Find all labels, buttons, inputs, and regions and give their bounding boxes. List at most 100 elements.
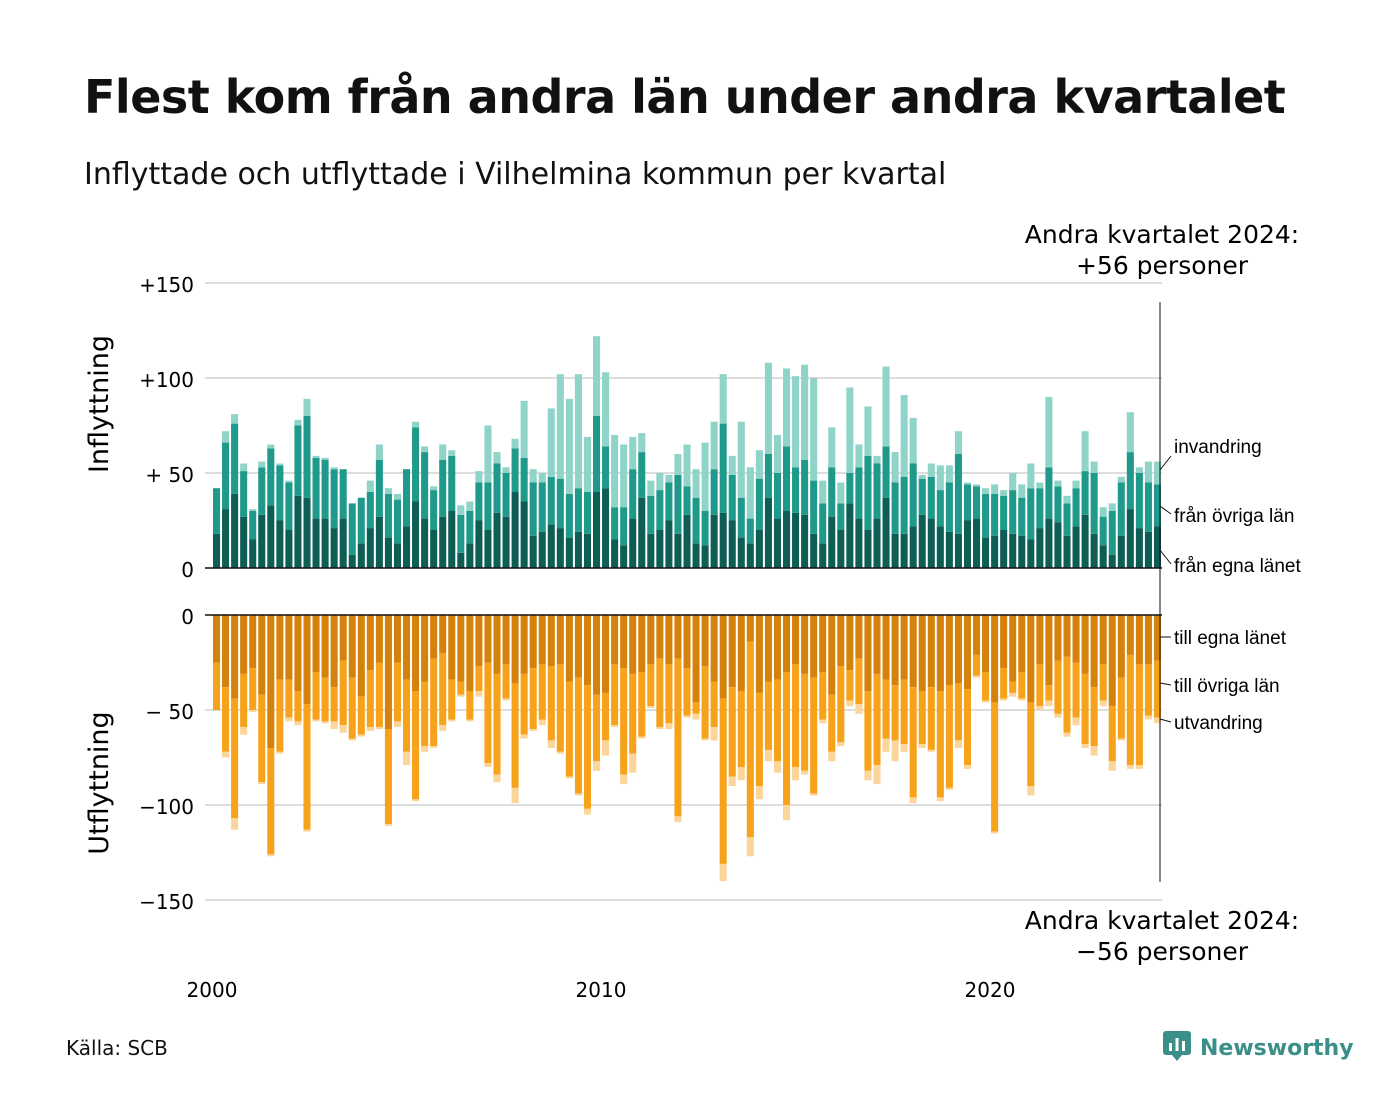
bar-out-abroad	[936, 797, 944, 802]
bar-out-abroad	[583, 808, 592, 815]
bar-out-other-counties	[330, 687, 338, 722]
bar-in-other-counties	[466, 511, 474, 544]
bar-out-other-counties	[267, 748, 275, 855]
bar-in-abroad	[936, 465, 944, 491]
y-tick-label: − 50	[145, 700, 194, 724]
bar-out-same-county	[746, 615, 754, 642]
bar-in-abroad	[547, 408, 555, 477]
bar-out-abroad	[909, 797, 917, 804]
bar-out-abroad	[801, 770, 809, 775]
bar-out-other-counties	[303, 704, 311, 830]
bar-out-same-county	[819, 615, 827, 672]
bar-in-abroad	[1117, 476, 1125, 483]
bar-in-other-counties	[421, 452, 429, 519]
bar-out-same-county	[810, 615, 818, 678]
bar-out-abroad	[403, 751, 411, 766]
bar-in-abroad	[475, 471, 483, 483]
bar-out-other-counties	[801, 673, 809, 771]
bar-out-other-counties	[629, 673, 637, 754]
bar-out-same-county	[430, 615, 438, 659]
bar-out-other-counties	[1108, 706, 1116, 762]
bar-out-abroad	[285, 717, 293, 722]
bar-in-abroad	[954, 431, 962, 454]
bar-in-other-counties	[891, 482, 899, 534]
segment-pointer	[1159, 505, 1172, 515]
bar-out-other-counties	[665, 664, 673, 724]
bar-out-same-county	[1000, 615, 1008, 669]
bar-in-other-counties	[393, 499, 402, 544]
bar-in-same-county	[719, 512, 727, 568]
bar-in-same-county	[810, 533, 818, 568]
bar-in-other-counties	[936, 490, 944, 527]
bar-in-other-counties	[683, 486, 691, 515]
bar-in-abroad	[502, 467, 510, 473]
bar-out-other-counties	[357, 696, 365, 735]
bar-out-same-county	[556, 615, 564, 665]
bar-in-abroad	[728, 455, 736, 475]
bar-out-abroad	[222, 751, 230, 758]
bar-in-same-county	[448, 511, 456, 568]
bar-out-same-county	[231, 615, 239, 699]
bar-out-same-county	[384, 615, 392, 729]
bar-out-other-counties	[783, 672, 791, 805]
bar-in-other-counties	[285, 482, 293, 530]
bar-out-same-county	[882, 615, 890, 680]
bar-in-abroad	[1018, 484, 1026, 498]
bar-in-abroad	[484, 425, 492, 483]
bar-in-same-county	[366, 528, 374, 568]
brand: Newsworthy	[1162, 1030, 1354, 1066]
bar-in-same-county	[231, 493, 239, 568]
bar-out-same-county	[1099, 615, 1107, 665]
bar-out-other-counties	[366, 670, 374, 728]
bar-in-abroad	[973, 484, 981, 487]
bar-out-abroad	[330, 721, 338, 729]
bar-in-same-county	[529, 535, 537, 568]
bar-out-abroad	[810, 793, 818, 796]
bar-out-other-counties	[728, 687, 736, 777]
bar-out-same-county	[357, 615, 365, 697]
bar-in-other-counties	[982, 493, 990, 538]
bar-out-same-county	[303, 615, 311, 705]
bar-out-other-counties	[475, 666, 483, 691]
segment-label-utvandring: utvandring	[1174, 713, 1263, 734]
bar-in-other-counties	[927, 476, 935, 519]
bar-out-other-counties	[1018, 672, 1026, 699]
bar-out-other-counties	[240, 673, 248, 728]
bar-out-same-county	[1063, 615, 1071, 657]
bar-out-abroad	[384, 824, 392, 826]
bar-in-abroad	[1126, 412, 1134, 453]
bar-in-abroad	[656, 473, 664, 491]
bar-in-same-county	[918, 514, 926, 568]
bar-in-same-county	[701, 545, 709, 568]
bar-in-abroad	[764, 362, 772, 454]
bar-in-same-county	[1045, 518, 1053, 568]
bar-out-other-counties	[312, 672, 320, 720]
bar-out-abroad	[755, 786, 763, 800]
bar-out-same-county	[611, 615, 619, 665]
annotation-in-line1: Andra kvartalet 2024:	[1025, 220, 1299, 249]
bar-in-same-county	[493, 512, 501, 568]
bar-out-abroad	[728, 776, 736, 786]
bar-in-other-counties	[1054, 486, 1062, 523]
bar-out-same-county	[846, 615, 854, 671]
bar-in-abroad	[375, 444, 383, 460]
bar-out-other-counties	[855, 658, 863, 705]
bar-out-other-counties	[1072, 662, 1080, 718]
bar-in-abroad	[1090, 461, 1098, 473]
bar-in-same-county	[430, 530, 438, 568]
bar-in-abroad	[466, 501, 474, 511]
bar-out-abroad	[267, 854, 275, 857]
bar-in-other-counties	[213, 488, 221, 534]
bar-in-other-counties	[1135, 473, 1143, 529]
y-tick-label: + 50	[145, 463, 194, 487]
bar-in-abroad	[647, 480, 655, 496]
bar-in-abroad	[222, 431, 230, 443]
bar-in-other-counties	[520, 457, 528, 502]
bar-in-other-counties	[1045, 467, 1053, 519]
bar-in-same-county	[764, 497, 772, 568]
bar-in-same-county	[1108, 554, 1116, 568]
bar-in-same-county	[384, 537, 392, 568]
bar-out-abroad	[764, 749, 772, 762]
bar-out-same-county	[1090, 615, 1098, 688]
bar-out-other-counties	[918, 691, 926, 745]
